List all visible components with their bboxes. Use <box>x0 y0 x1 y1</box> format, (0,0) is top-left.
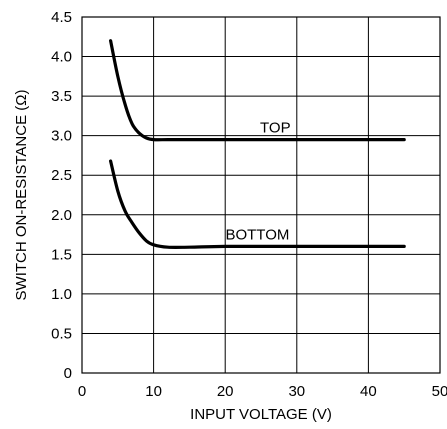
y-tick-label: 3.5 <box>51 88 72 105</box>
curve-label-bottom: BOTTOM <box>225 226 289 243</box>
grid <box>82 17 440 373</box>
curves <box>109 39 406 250</box>
y-tick-label: 1.5 <box>51 246 72 263</box>
x-tick-label: 0 <box>78 383 86 400</box>
x-tick-label: 50 <box>432 383 447 400</box>
x-axis-ticks: 0 10 20 30 40 50 <box>78 383 447 400</box>
y-tick-label: 3.0 <box>51 128 72 145</box>
y-tick-label: 0.5 <box>51 325 72 342</box>
y-tick-label: 2.0 <box>51 207 72 224</box>
curve-labels: TOP BOTTOM <box>225 120 290 244</box>
y-axis-title: SWITCH ON-RESISTANCE (Ω) <box>13 90 30 301</box>
y-tick-label: 0 <box>64 365 72 382</box>
x-tick-label: 10 <box>145 383 162 400</box>
x-tick-label: 40 <box>360 383 377 400</box>
curve-bottom <box>109 159 406 250</box>
curve-label-top: TOP <box>260 120 291 137</box>
x-tick-label: 30 <box>288 383 305 400</box>
x-axis-title: INPUT VOLTAGE (V) <box>190 406 332 423</box>
y-tick-label: 4.5 <box>51 9 72 26</box>
y-tick-label: 1.0 <box>51 286 72 303</box>
curve-top <box>109 39 406 142</box>
y-tick-label: 4.0 <box>51 49 72 66</box>
y-tick-label: 2.5 <box>51 167 72 184</box>
y-axis-ticks: 0 0.5 1.0 1.5 2.0 2.5 3.0 3.5 4.0 4.5 <box>51 9 72 382</box>
x-tick-label: 20 <box>217 383 234 400</box>
plot-frame <box>81 16 441 374</box>
